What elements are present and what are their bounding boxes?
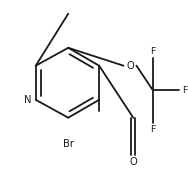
Text: N: N: [24, 95, 31, 105]
Text: O: O: [129, 157, 137, 166]
Text: Br: Br: [63, 139, 74, 149]
Text: F: F: [150, 125, 155, 134]
Text: O: O: [126, 61, 134, 71]
Text: F: F: [182, 85, 187, 95]
Text: F: F: [150, 47, 155, 56]
